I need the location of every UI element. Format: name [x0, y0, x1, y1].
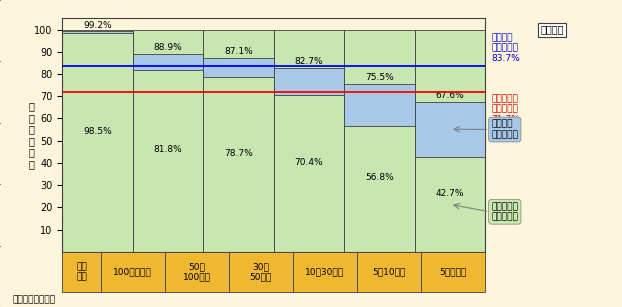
- Bar: [132, 29, 203, 252]
- Bar: [62, 29, 132, 252]
- Bar: [415, 102, 485, 157]
- Text: 67.6%: 67.6%: [435, 91, 464, 100]
- Bar: [203, 58, 274, 77]
- Bar: [203, 29, 274, 252]
- Bar: [274, 29, 344, 252]
- Y-axis label: 普
及
率
（
％
）: 普 及 率 （ ％ ）: [29, 101, 34, 169]
- Bar: [274, 68, 344, 95]
- Text: 30～
50万人: 30～ 50万人: [250, 262, 272, 282]
- Bar: [62, 31, 132, 33]
- Bar: [344, 29, 415, 252]
- Text: 81.8%: 81.8%: [154, 145, 182, 154]
- Text: 82.7%: 82.7%: [295, 57, 323, 66]
- Text: 全国平均: 全国平均: [541, 25, 564, 35]
- Text: 88.9%: 88.9%: [154, 43, 182, 52]
- Text: 99.2%: 99.2%: [83, 21, 112, 29]
- Text: 78.7%: 78.7%: [224, 149, 253, 158]
- Text: 5万人未満: 5万人未満: [440, 267, 466, 276]
- Text: 汚水処理
人口普及率: 汚水処理 人口普及率: [491, 120, 518, 139]
- Text: 87.1%: 87.1%: [224, 47, 253, 56]
- Text: 資料）国土交通省: 資料）国土交通省: [12, 295, 55, 304]
- Text: 70.4%: 70.4%: [295, 158, 323, 167]
- Bar: [415, 29, 485, 252]
- Text: 下水道処理
人口普及率
71.7%: 下水道処理 人口普及率 71.7%: [491, 94, 520, 124]
- Text: 75.5%: 75.5%: [365, 73, 394, 82]
- Text: 56.8%: 56.8%: [365, 173, 394, 182]
- Text: 98.5%: 98.5%: [83, 127, 112, 136]
- Bar: [344, 84, 415, 126]
- Text: 5～10万人: 5～10万人: [373, 267, 406, 276]
- Text: 42.7%: 42.7%: [435, 189, 464, 198]
- Text: 人口
規模: 人口 規模: [76, 262, 87, 282]
- Bar: [132, 54, 203, 70]
- Text: 50～
100万人: 50～ 100万人: [183, 262, 211, 282]
- Text: 10～30万人: 10～30万人: [305, 267, 345, 276]
- Text: 汚水処理
人口普及率
83.7%: 汚水処理 人口普及率 83.7%: [491, 33, 520, 63]
- Text: 100万人以上: 100万人以上: [113, 267, 152, 276]
- Text: 下水道処理
人口普及率: 下水道処理 人口普及率: [491, 202, 518, 221]
